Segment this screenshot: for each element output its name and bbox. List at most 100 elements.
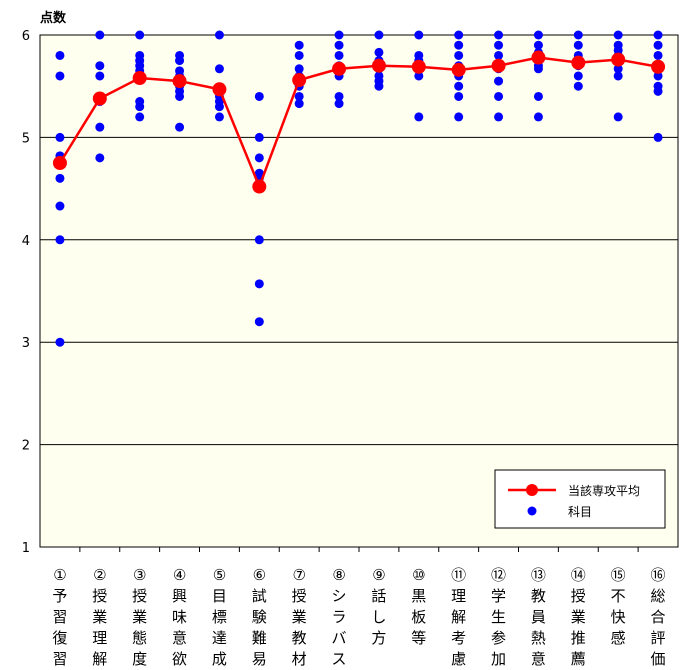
- x-tick-label-char: 等: [411, 629, 426, 647]
- x-tick-label-char: 業: [571, 608, 586, 626]
- x-tick-label-char: 授: [132, 587, 147, 605]
- average-point: [412, 60, 426, 74]
- subject-point: [95, 31, 104, 40]
- x-tick-label-char: 業: [292, 608, 307, 626]
- x-tick-label-char: ②: [93, 566, 106, 584]
- x-tick-label-char: 予: [52, 587, 67, 605]
- x-tick-marks: [80, 547, 638, 552]
- x-tick-label-char: ⑥: [253, 566, 266, 584]
- x-tick-label-char: 不: [611, 587, 626, 605]
- x-tick-label: ⑫学生参加: [491, 566, 506, 668]
- subject-point: [454, 92, 463, 101]
- subject-point: [654, 87, 663, 96]
- y-tick-label: 5: [22, 131, 30, 146]
- subject-point: [255, 279, 264, 288]
- x-tick-label-char: 標: [212, 608, 227, 626]
- x-tick-label-char: ⑨: [372, 566, 385, 584]
- subject-point: [494, 31, 503, 40]
- subject-point: [454, 41, 463, 50]
- x-tick-label-char: 総: [651, 587, 666, 605]
- x-tick-label-char: ⑩: [412, 566, 425, 584]
- x-tick-label-char: ⑤: [213, 566, 226, 584]
- subject-point: [335, 51, 344, 60]
- subject-point: [295, 51, 304, 60]
- x-tick-label-char: 意: [172, 629, 187, 647]
- y-tick-label: 3: [22, 336, 30, 351]
- legend-label-subject: 科目: [568, 505, 592, 519]
- subject-point: [335, 41, 344, 50]
- x-tick-label-char: 易: [252, 650, 267, 668]
- x-tick-label-char: 教: [292, 629, 307, 647]
- average-point: [133, 71, 147, 85]
- subject-point: [215, 102, 224, 111]
- subject-point: [494, 41, 503, 50]
- average-point: [173, 74, 187, 88]
- x-tick-label: ⑨話し方: [371, 566, 386, 647]
- x-tick-label-char: 業: [132, 608, 147, 626]
- x-tick-label-char: ③: [133, 566, 146, 584]
- subject-point: [454, 82, 463, 91]
- x-tick-label-char: 教: [531, 587, 546, 605]
- subject-point: [414, 31, 423, 40]
- subject-point: [55, 71, 64, 80]
- average-point: [93, 91, 107, 105]
- subject-point: [55, 133, 64, 142]
- x-tick-label-char: 合: [651, 608, 666, 626]
- x-tick-label-char: ス: [332, 650, 347, 668]
- subject-point: [374, 31, 383, 40]
- x-tick-label-char: 習: [52, 650, 67, 668]
- subject-point: [534, 112, 543, 121]
- x-tick-label-char: ⑦: [292, 566, 305, 584]
- x-tick-label-char: 薦: [571, 650, 586, 668]
- average-point: [212, 82, 226, 96]
- y-axis-label: 点数: [40, 10, 67, 26]
- x-tick-label-char: 材: [292, 650, 307, 668]
- average-point: [53, 156, 67, 170]
- x-tick-label-char: 目: [212, 587, 227, 605]
- x-tick-label: ⑥試験難易: [252, 566, 267, 668]
- x-tick-label-char: ⑪: [451, 566, 466, 584]
- subject-point: [255, 133, 264, 142]
- average-point: [492, 59, 506, 73]
- x-tick-label-char: 興: [172, 587, 187, 605]
- subject-point: [454, 51, 463, 60]
- x-tick-label-char: 成: [212, 650, 227, 668]
- subject-point: [335, 99, 344, 108]
- x-tick-labels: ①予習復習②授業理解③授業態度④興味意欲⑤目標達成⑥試験難易⑦授業教材⑧シラバス…: [52, 566, 665, 668]
- subject-point: [494, 51, 503, 60]
- subject-point: [534, 31, 543, 40]
- x-tick-label: ⑮ 不快感: [611, 566, 626, 647]
- subject-point: [654, 41, 663, 50]
- x-tick-label-char: 復: [52, 629, 67, 647]
- subject-point: [215, 112, 224, 121]
- subject-point: [534, 92, 543, 101]
- x-tick-label-char: ⑬: [531, 566, 546, 584]
- subject-point: [255, 153, 264, 162]
- x-tick-label-char: 解: [451, 608, 466, 626]
- x-tick-label-char: 推: [571, 629, 586, 647]
- x-tick-label-char: 度: [132, 650, 147, 668]
- subject-point: [55, 202, 64, 211]
- legend-label-average: 当該専攻平均: [568, 483, 640, 498]
- subject-point: [574, 41, 583, 50]
- subject-point: [95, 123, 104, 132]
- subject-point: [175, 92, 184, 101]
- subject-point: [454, 112, 463, 121]
- subject-point: [55, 174, 64, 183]
- subject-point: [135, 31, 144, 40]
- subject-point: [335, 31, 344, 40]
- x-tick-label-char: 生: [491, 608, 506, 626]
- x-tick-label-char: ⑯: [651, 566, 666, 584]
- average-point: [292, 73, 306, 87]
- x-tick-label-char: 授: [92, 587, 107, 605]
- x-tick-label-char: 験: [252, 608, 267, 626]
- x-tick-label-char: ラ: [332, 608, 347, 626]
- x-tick-label-char: 方: [371, 629, 386, 647]
- average-point: [531, 51, 545, 65]
- x-tick-label-char: 解: [92, 650, 107, 668]
- average-point: [571, 56, 585, 70]
- x-tick-label-char: 達: [212, 629, 227, 647]
